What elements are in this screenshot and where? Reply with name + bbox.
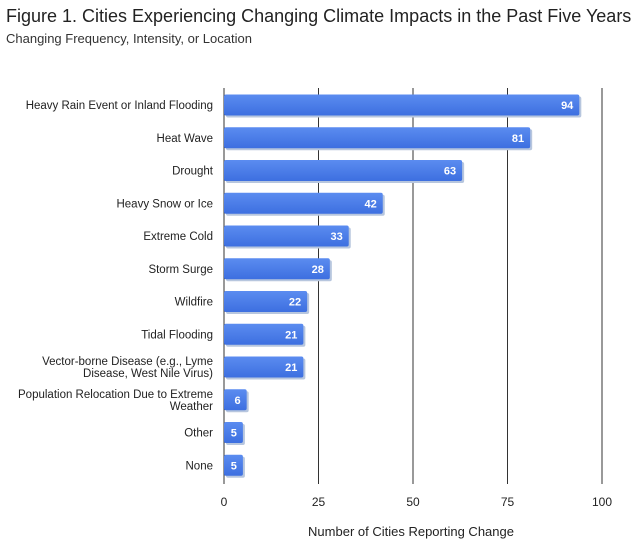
category-label: Other	[184, 428, 213, 440]
bar-value-label: 63	[444, 166, 456, 178]
bar	[224, 356, 304, 378]
bar	[224, 94, 580, 116]
chart-title: Figure 1. Cities Experiencing Changing C…	[6, 6, 632, 26]
category-label: Vector-borne Disease (e.g., Lyme Disease,…	[42, 356, 213, 380]
bar-value-label: 22	[289, 297, 301, 309]
bar	[224, 258, 330, 280]
bar-value-label: 6	[235, 395, 241, 407]
category-label: Drought	[172, 166, 214, 178]
bar	[224, 389, 247, 411]
category-label: Wildfire	[175, 297, 213, 309]
category-label: Heavy Rain Event or Inland Flooding	[26, 100, 213, 112]
chart-subtitle: Changing Frequency, Intensity, or Locati…	[6, 31, 252, 46]
x-tick-label: 100	[592, 495, 612, 509]
bar-value-label: 94	[561, 100, 574, 112]
x-tick-label: 75	[501, 495, 515, 509]
bar	[224, 225, 349, 247]
bar-value-label: 5	[231, 460, 237, 472]
category-label: Tidal Flooding	[141, 329, 213, 341]
bar-value-label: 81	[512, 133, 524, 145]
bar-value-label: 5	[231, 428, 237, 440]
bars: 94 81 63 42 33 28 22 21 21 6 5 5	[224, 94, 582, 478]
x-axis-ticks: 0 25 50 75 100	[221, 495, 613, 509]
bar	[224, 291, 308, 312]
bar	[224, 323, 304, 345]
category-label: Heavy Snow or Ice	[116, 198, 213, 210]
x-axis-label: Number of Cities Reporting Change	[308, 524, 514, 539]
bar	[224, 192, 383, 214]
bar-value-label: 21	[285, 329, 297, 341]
category-label: None	[186, 460, 214, 472]
x-tick-label: 25	[312, 495, 326, 509]
category-label: Storm Surge	[148, 264, 213, 276]
bar	[224, 454, 243, 476]
category-label: Extreme Cold	[143, 231, 213, 243]
gridlines	[223, 88, 603, 484]
x-tick-label: 50	[406, 495, 420, 509]
bar-value-label: 42	[365, 198, 377, 210]
bar	[224, 422, 243, 443]
category-labels: Heavy Rain Event or Inland Flooding Heat …	[18, 100, 214, 472]
bar-value-label: 33	[330, 231, 342, 243]
bar	[224, 127, 531, 149]
bar-value-label: 28	[312, 264, 324, 276]
x-tick-label: 0	[221, 495, 228, 509]
bar-value-label: 21	[285, 362, 297, 374]
category-label: Population Relocation Due to Extreme Weat…	[18, 389, 213, 413]
bar	[224, 160, 463, 181]
category-label: Heat Wave	[157, 133, 213, 145]
